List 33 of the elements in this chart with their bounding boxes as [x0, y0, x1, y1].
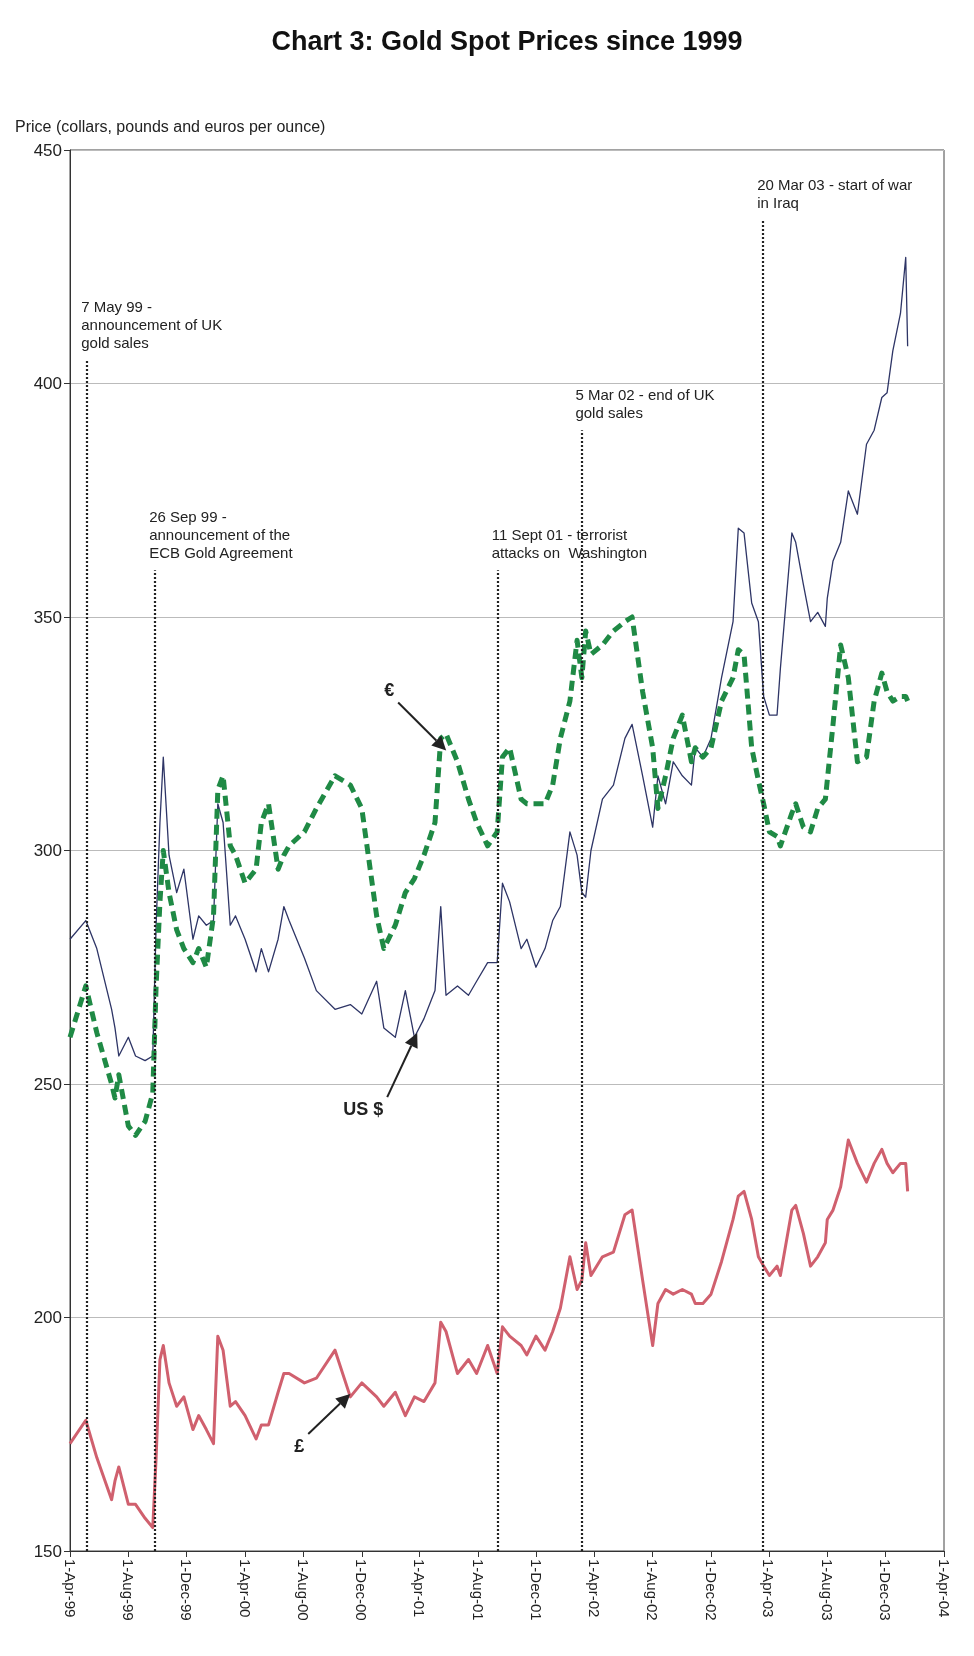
x-tick-label: 1-Apr-99 [61, 1559, 79, 1618]
y-tick-label: 300 [33, 841, 62, 860]
text: € [384, 680, 395, 701]
ref-line-label: 11 Sept 01 - terrorist attacks on Washington [491, 525, 648, 561]
ref-line-label: 20 Mar 03 - start of war in Iraq [757, 175, 917, 211]
y-tick-label: 400 [33, 374, 62, 393]
x-tick-label: 1-Apr-01 [411, 1559, 429, 1618]
x-tick-label: 1-Apr-02 [585, 1559, 603, 1618]
series-label: £ [294, 1435, 305, 1456]
x-tick-label: 1-Aug-99 [119, 1559, 137, 1621]
ref-line-label: 26 Sep 99 - announcement of the ECB Gold Agreement [149, 507, 295, 561]
x-tick-label: 1-Dec-99 [178, 1559, 196, 1621]
x-tick-label: 1-Aug-02 [644, 1559, 662, 1621]
x-tick-label: 1-Dec-00 [353, 1559, 371, 1621]
x-tick-label: 1-Dec-02 [702, 1559, 720, 1621]
y-tick-label: 150 [33, 1541, 62, 1561]
x-tick-label: 1-Aug-01 [469, 1559, 487, 1621]
x-tick-label: 1-Apr-00 [236, 1559, 254, 1618]
y-tick-label: 250 [33, 1074, 62, 1094]
x-tick-label: 1-Apr-03 [760, 1559, 778, 1618]
chart-title: Chart 3: Gold Spot Prices since 1999 [271, 25, 743, 56]
ref-line-label: 7 May 99 - announcement of UK gold sales [81, 297, 227, 351]
x-tick-label: 1-Aug-03 [818, 1559, 836, 1621]
y-tick-label: 450 [33, 140, 62, 160]
x-tick-label: 1-Dec-01 [527, 1559, 545, 1621]
text: US $ [343, 1099, 384, 1120]
x-tick-label: 1-Aug-00 [294, 1559, 312, 1621]
y-tick-label: 200 [33, 1308, 62, 1327]
ref-line-label: 5 Mar 02 - end of UK gold sales [575, 385, 719, 421]
x-tick-label: 1-Dec-03 [877, 1559, 895, 1621]
y-axis-title: Price (collars, pounds and euros per ounce) [15, 118, 326, 135]
y-tick-label: 350 [33, 607, 62, 627]
x-tick-label: 1-Apr-04 [935, 1559, 953, 1618]
